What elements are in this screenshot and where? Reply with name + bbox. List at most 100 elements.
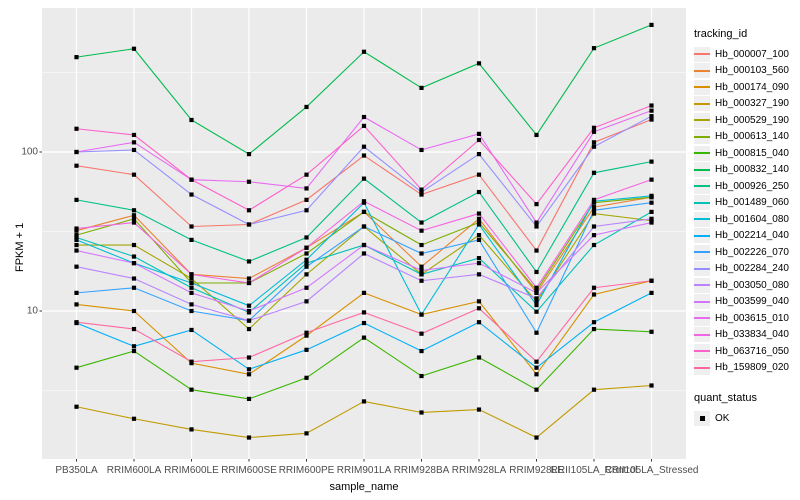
data-point <box>591 224 597 229</box>
data-point <box>304 257 309 262</box>
data-point <box>476 152 482 157</box>
data-point <box>361 224 367 229</box>
data-point <box>419 220 424 225</box>
data-point <box>476 256 482 261</box>
data-point <box>304 264 309 269</box>
data-point <box>419 272 424 277</box>
data-point <box>304 104 309 110</box>
data-point <box>419 348 424 354</box>
data-point <box>246 179 252 184</box>
data-point <box>591 144 597 149</box>
data-point <box>131 147 137 153</box>
data-point <box>304 186 309 191</box>
data-point <box>476 216 482 221</box>
data-point <box>649 220 654 225</box>
data-point <box>476 233 482 238</box>
data-point <box>419 312 424 317</box>
data-point <box>131 326 137 332</box>
data-point <box>591 129 597 134</box>
data-point <box>534 220 539 225</box>
data-point <box>304 431 309 436</box>
data-point <box>534 330 539 335</box>
data-point <box>304 261 309 266</box>
data-point <box>534 309 539 314</box>
data-point <box>476 137 482 143</box>
data-point <box>246 396 252 402</box>
data-point <box>131 216 137 221</box>
data-point <box>476 189 482 195</box>
data-point <box>131 285 137 290</box>
data-point <box>74 126 79 131</box>
data-point <box>591 387 597 392</box>
data-point <box>74 149 79 155</box>
data-point <box>649 200 654 205</box>
data-point <box>74 242 79 248</box>
data-point <box>189 280 194 286</box>
data-point <box>131 242 137 248</box>
data-point <box>304 235 309 240</box>
data-point <box>649 22 654 28</box>
data-point <box>304 251 309 256</box>
data-point <box>131 308 137 314</box>
data-point <box>361 49 367 54</box>
data-point <box>74 226 79 231</box>
data-point <box>419 85 424 91</box>
data-point <box>74 233 79 238</box>
data-point <box>361 176 367 181</box>
data-point <box>591 140 597 145</box>
data-point <box>361 199 367 204</box>
data-point <box>304 375 309 380</box>
data-point <box>649 103 654 108</box>
data-point <box>419 278 424 283</box>
data-point <box>534 302 539 308</box>
data-point <box>74 248 79 253</box>
data-point <box>131 276 137 281</box>
data-point <box>304 245 309 250</box>
data-point <box>361 123 367 128</box>
data-point <box>591 197 597 202</box>
data-point <box>476 272 482 277</box>
data-point <box>534 285 539 290</box>
data-point <box>131 140 137 145</box>
data-point <box>419 373 424 379</box>
data-point <box>74 55 79 60</box>
data-point <box>246 259 252 264</box>
data-point <box>246 208 252 213</box>
data-point <box>476 222 482 227</box>
data-point <box>591 242 597 248</box>
data-point <box>534 269 539 275</box>
data-point <box>419 331 424 336</box>
data-point <box>534 365 539 370</box>
data-point <box>361 114 367 120</box>
data-point <box>74 235 79 240</box>
data-point <box>74 237 79 243</box>
data-point <box>591 320 597 325</box>
data-point <box>189 427 194 432</box>
data-point <box>131 172 137 177</box>
data-point <box>246 318 252 323</box>
data-point <box>649 114 654 119</box>
data-point <box>131 416 137 421</box>
data-point <box>649 193 654 198</box>
data-point <box>361 144 367 149</box>
data-point <box>534 299 539 304</box>
data-point <box>476 299 482 304</box>
data-point <box>361 290 367 295</box>
data-point <box>131 46 137 51</box>
data-point <box>74 264 79 269</box>
data-point <box>534 132 539 138</box>
data-point <box>246 435 252 440</box>
data-point <box>476 320 482 325</box>
data-point <box>419 268 424 273</box>
data-point <box>304 172 309 177</box>
data-point <box>246 355 252 360</box>
data-point <box>74 197 79 202</box>
data-point <box>304 272 309 277</box>
data-point <box>189 117 194 123</box>
data-point <box>361 242 367 248</box>
data-point <box>246 303 252 308</box>
data-point <box>189 177 194 182</box>
data-point <box>74 365 79 370</box>
data-point <box>649 108 654 113</box>
data-point <box>131 261 137 266</box>
